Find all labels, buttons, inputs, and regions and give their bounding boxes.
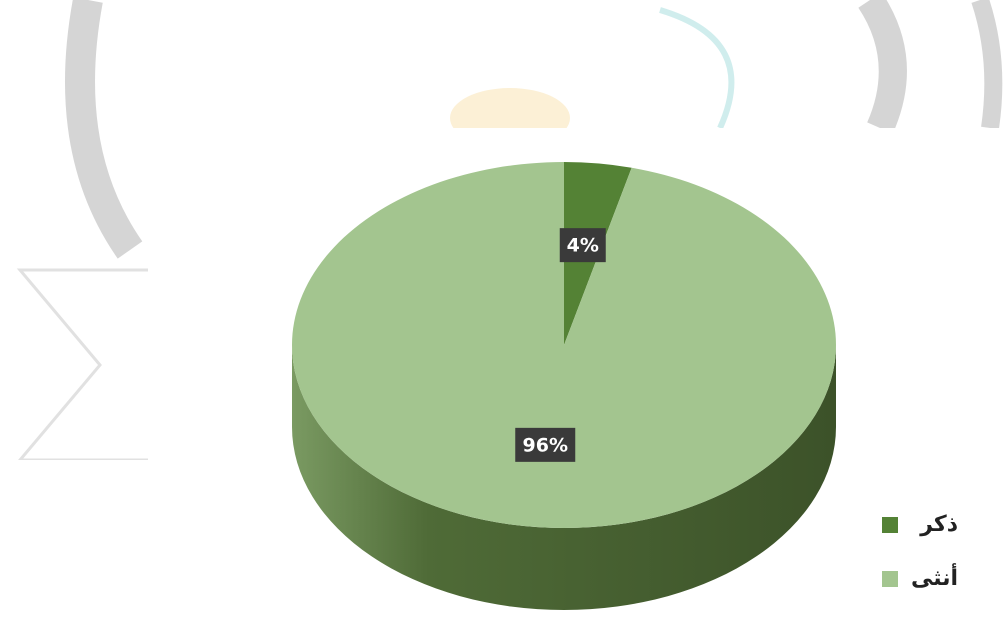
chart: 4% 96% ذكر أنثى <box>0 0 1006 622</box>
data-label: 96% <box>523 434 568 456</box>
legend-swatch <box>882 571 898 587</box>
plot-area <box>0 460 148 622</box>
legend-label: أنثى <box>911 562 958 591</box>
legend-label: ذكر <box>919 512 958 537</box>
data-label: 4% <box>567 235 599 257</box>
pie: 4% 96% <box>292 162 836 610</box>
legend-swatch <box>882 517 898 533</box>
